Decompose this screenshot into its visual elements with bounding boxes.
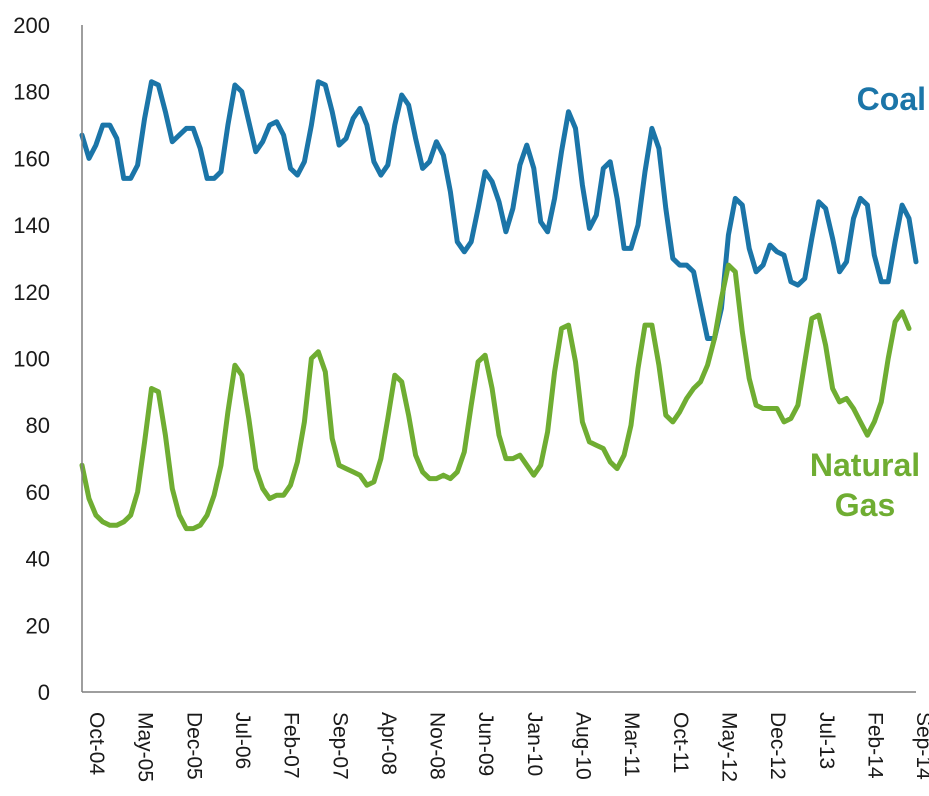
y-tick-label: 20 — [26, 613, 50, 638]
series-line-coal — [79, 79, 919, 341]
series-label-natural-gas: Natural Gas — [810, 447, 920, 523]
x-tick-label: Dec-12 — [766, 712, 789, 780]
x-tick-label: Oct-11 — [669, 712, 692, 773]
x-tick-label: Feb-14 — [863, 712, 886, 779]
x-tick-label: Nov-08 — [426, 712, 449, 780]
axes — [81, 25, 916, 693]
x-axis-ticks: Oct-04 May-05 Dec-05 Jul-06 Feb-07 Sep-07 Apr-… — [85, 712, 929, 782]
y-tick-label: 60 — [26, 480, 50, 505]
y-tick-label: 160 — [13, 146, 50, 171]
series-lines — [79, 79, 919, 532]
x-tick-label: May-12 — [717, 712, 740, 782]
x-tick-label: Sep-14 — [912, 712, 929, 780]
x-tick-label: Mar-11 — [620, 712, 643, 777]
x-tick-label: Oct-04 — [85, 712, 108, 775]
y-tick-label: 80 — [26, 413, 50, 438]
series-label-coal: Coal — [857, 81, 926, 117]
x-tick-label: Aug-10 — [572, 712, 595, 780]
y-tick-label: 140 — [13, 213, 50, 238]
series-label-line: Gas — [835, 487, 895, 523]
x-tick-label: Jul-06 — [231, 712, 254, 769]
y-tick-label: 200 — [13, 13, 50, 38]
y-tick-label: 120 — [13, 280, 50, 305]
x-tick-label: May-05 — [134, 712, 157, 782]
x-tick-label: Apr-08 — [377, 712, 400, 775]
y-axis-ticks: 0 20 40 60 80 100 120 140 160 180 200 — [13, 13, 50, 705]
x-tick-label: Dec-05 — [182, 712, 205, 780]
x-tick-label: Jun-09 — [474, 712, 497, 776]
series-line-natural-gas — [79, 262, 912, 532]
y-tick-label: 0 — [38, 680, 50, 705]
x-tick-label: Feb-07 — [280, 712, 303, 779]
x-tick-label: Jan-10 — [523, 712, 546, 776]
series-label-line: Natural — [810, 447, 920, 483]
x-tick-label: Sep-07 — [328, 712, 351, 780]
y-tick-label: 180 — [13, 80, 50, 105]
x-tick-label: Jul-13 — [815, 712, 838, 769]
y-tick-label: 40 — [26, 547, 50, 572]
y-tick-label: 100 — [13, 347, 50, 372]
